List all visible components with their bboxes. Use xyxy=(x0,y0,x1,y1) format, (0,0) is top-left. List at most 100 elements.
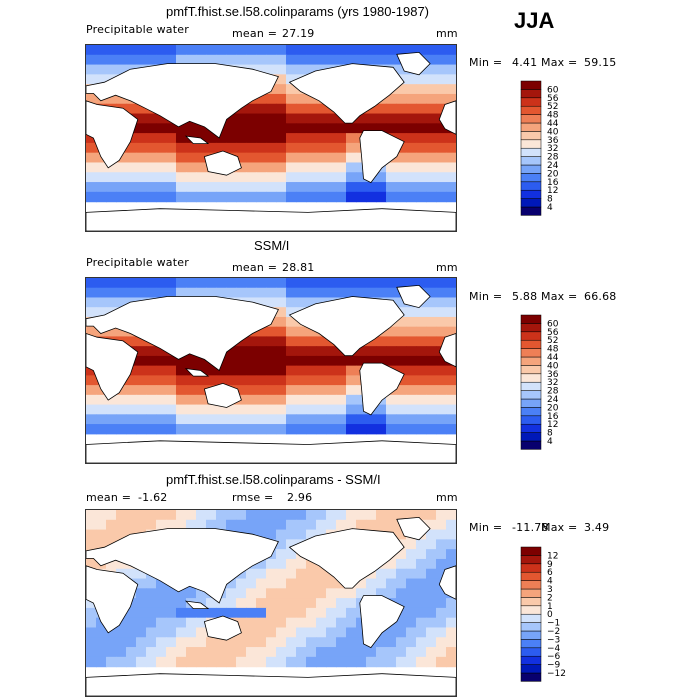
field-cell xyxy=(176,287,187,299)
coastline xyxy=(86,296,279,372)
field-cell xyxy=(316,365,327,376)
coastline xyxy=(359,595,405,649)
field-cell xyxy=(96,394,107,406)
field-cell xyxy=(336,375,347,386)
field-cell xyxy=(366,519,377,531)
field-cell xyxy=(116,647,127,658)
field-cell xyxy=(186,607,197,619)
field-cell xyxy=(146,656,157,668)
field-cell xyxy=(396,578,407,589)
field-cell xyxy=(116,152,127,164)
field-cell xyxy=(316,191,327,203)
field-cell xyxy=(286,142,297,154)
field-cell xyxy=(236,142,247,154)
field-cell xyxy=(246,424,257,435)
field-cell xyxy=(316,278,327,289)
field-cell xyxy=(276,336,287,347)
field-cell xyxy=(446,375,456,386)
field-cell xyxy=(426,307,437,318)
field-cell xyxy=(416,84,427,95)
field-cell xyxy=(446,617,456,629)
field-cell xyxy=(316,355,327,367)
field-cell xyxy=(426,568,437,580)
field-cell xyxy=(336,142,347,154)
field-cell xyxy=(396,64,407,75)
field-cell xyxy=(286,549,297,560)
field-cell xyxy=(386,647,397,658)
field-cell xyxy=(146,278,157,289)
field-cell xyxy=(436,510,447,521)
field-cell xyxy=(426,598,437,609)
field-cell xyxy=(376,404,387,415)
field-cell xyxy=(176,394,187,406)
field-cell xyxy=(276,152,287,164)
field-cell xyxy=(276,558,287,570)
field-cell xyxy=(246,414,257,425)
field-cell xyxy=(406,375,417,386)
field-cell xyxy=(246,627,257,638)
field-cell xyxy=(126,568,137,580)
field-cell xyxy=(246,568,257,580)
field-cell xyxy=(366,510,377,521)
field-cell xyxy=(216,278,227,289)
field-cell xyxy=(446,424,456,435)
field-cell xyxy=(396,617,407,629)
field-cell xyxy=(96,287,107,299)
field-cell xyxy=(186,617,197,629)
field-cell xyxy=(126,182,137,193)
field-cell xyxy=(446,414,456,425)
field-cell xyxy=(316,627,327,638)
colorbar-tick-label: 16 xyxy=(547,412,559,422)
field-cell xyxy=(276,549,287,560)
field-cell xyxy=(446,316,456,328)
colorbar-tick-label: 16 xyxy=(547,178,559,188)
colorbar-tick-label: 12 xyxy=(547,186,558,196)
field-cell xyxy=(426,133,437,144)
field-cell xyxy=(386,113,397,124)
field-cell xyxy=(176,598,187,609)
field-cell xyxy=(266,64,277,75)
colorbar-swatch xyxy=(520,339,542,349)
field-cell xyxy=(86,627,97,638)
field-cell xyxy=(286,54,297,66)
field-cell xyxy=(226,113,237,124)
field-cell xyxy=(376,123,387,134)
panel3-min-value: -11.78 xyxy=(512,521,549,534)
field-cell xyxy=(86,598,97,609)
field-cell xyxy=(96,510,107,521)
field-cell xyxy=(276,355,287,367)
field-cell xyxy=(396,568,407,580)
field-cell xyxy=(316,152,327,164)
field-cell xyxy=(306,558,317,570)
field-cell xyxy=(436,316,447,328)
panel3-map xyxy=(85,509,457,697)
panel1-max-value: 59.15 xyxy=(584,56,617,69)
field-cell xyxy=(286,394,297,406)
field-cell xyxy=(156,123,167,134)
panel1-min-label: Min = xyxy=(469,56,503,69)
coastline xyxy=(359,130,405,184)
field-cell xyxy=(356,510,367,521)
field-cell xyxy=(276,64,287,75)
field-cell xyxy=(416,316,427,328)
field-cell xyxy=(156,617,167,629)
field-cell xyxy=(246,519,257,531)
colorbar-tick-label: 48 xyxy=(547,111,559,121)
field-cell xyxy=(156,510,167,521)
panel3-mean-label: mean = xyxy=(86,491,132,504)
field-cell xyxy=(376,656,387,668)
field-cell xyxy=(376,336,387,347)
field-cell xyxy=(446,627,456,638)
colorbar-tick-label: 0 xyxy=(547,610,553,620)
field-cell xyxy=(346,404,357,415)
field-cell xyxy=(116,404,127,415)
field-cell xyxy=(176,278,187,289)
field-cell xyxy=(326,424,337,435)
field-cell xyxy=(236,637,247,648)
field-cell xyxy=(436,54,447,66)
field-cell xyxy=(416,394,427,406)
field-cell xyxy=(416,74,427,85)
field-cell xyxy=(316,375,327,386)
field-cell xyxy=(146,588,157,599)
field-cell xyxy=(296,64,307,75)
